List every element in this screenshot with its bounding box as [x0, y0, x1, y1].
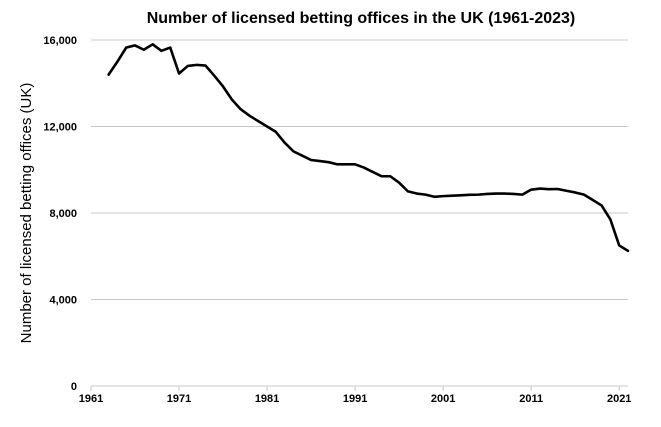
x-tick-label: 2021: [607, 393, 631, 405]
x-tick-label: 2011: [519, 393, 543, 405]
y-axis-label: Number of licensed betting offices (UK): [18, 83, 35, 344]
gridlines: [91, 39, 628, 300]
tick-labels: 0 4,000 8,000 12,000 16,000 1961 1971 1981 1991 2…: [43, 35, 631, 405]
chart-title: Number of licensed betting offices in th…: [147, 10, 576, 27]
x-tick-label: 1971: [167, 393, 191, 405]
x-tick-label: 2001: [431, 393, 455, 405]
series-layer: [107, 43, 630, 253]
x-tick-label: 1961: [79, 393, 103, 405]
series-line: [107, 43, 630, 253]
y-tick-label: 12,000: [43, 122, 77, 134]
y-tick-label: 0: [71, 381, 77, 393]
y-tick-label: 16,000: [43, 35, 77, 47]
y-tick-label: 8,000: [49, 208, 77, 220]
x-tick-label: 1981: [255, 393, 279, 405]
y-tick-label: 4,000: [49, 295, 77, 307]
x-tick-label: 1991: [343, 393, 367, 405]
axes: [90, 385, 628, 391]
